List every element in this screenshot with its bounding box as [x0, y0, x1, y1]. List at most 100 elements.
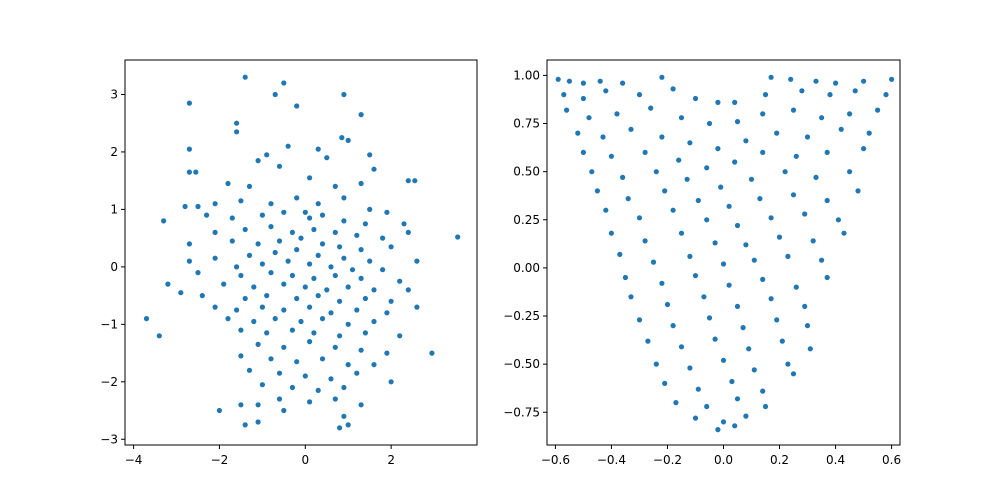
right-y-axis-ticks: −0.75 −0.50 −0.25 0.00 0.25 0.50 0.75 1.00 [503, 68, 547, 419]
left-scatter-point-134 [397, 333, 403, 339]
right-x-tick-label: 0.2 [770, 453, 789, 467]
right-scatter-point-42 [715, 146, 721, 152]
right-scatter-point-114 [706, 315, 713, 321]
left-scatter-point-111 [212, 304, 218, 310]
left-scatter-point-39 [161, 218, 167, 224]
left-scatter-point-58 [354, 232, 360, 238]
right-scatter-point-15 [636, 92, 643, 98]
right-y-tick-label: −0.25 [503, 309, 540, 323]
left-scatter-point-96 [281, 281, 287, 287]
right-scatter-point-127 [751, 367, 757, 373]
left-scatter-point-80 [285, 258, 291, 264]
left-scatter-point-159 [276, 396, 283, 402]
right-scatter-point-130 [695, 386, 701, 392]
left-scatter-point-77 [186, 258, 192, 264]
right-scatter-point-117 [804, 323, 811, 329]
right-scatter-point-27 [614, 111, 620, 117]
left-scatter-point-73 [315, 252, 321, 258]
right-scatter-point-60 [653, 169, 659, 175]
left-scatter-point-18 [193, 169, 199, 175]
right-scatter-point-116 [774, 317, 780, 323]
left-scatter-point-16 [255, 158, 261, 164]
right-scatter-point-39 [628, 126, 634, 132]
left-scatter-point-13 [285, 143, 291, 149]
left-scatter-point-25 [246, 183, 253, 189]
left-scatter-point-100 [371, 287, 377, 293]
left-scatter-point-126 [371, 318, 377, 325]
left-scatter-point-117 [354, 307, 360, 313]
left-scatter-point-124 [319, 316, 326, 322]
left-scatter-point-166 [255, 402, 261, 408]
left-scatter-point-114 [281, 307, 287, 313]
left-scatter-point-102 [199, 293, 205, 299]
right-plot-frame [546, 59, 901, 446]
right-scatter-point-67 [594, 188, 601, 194]
right-scatter-point-17 [692, 95, 699, 102]
left-scatter-point-68 [388, 244, 394, 250]
right-x-tick-label: 0.6 [882, 453, 901, 467]
left-scatter-point-32 [238, 198, 244, 204]
left-scatter-point-6 [358, 112, 364, 118]
left-scatter-point-167 [341, 413, 347, 419]
right-scatter-point-125 [687, 365, 693, 371]
left-scatter-point-41 [229, 215, 235, 221]
right-scatter-point-35 [847, 111, 853, 117]
left-scatter-point-40 [204, 212, 210, 218]
left-scatter-point-14 [315, 146, 321, 152]
left-scatter-point-155 [259, 382, 265, 388]
left-scatter-point-125 [345, 321, 351, 327]
left-scatter-point-131 [311, 330, 317, 336]
left-x-tick-label: 0 [301, 453, 309, 467]
right-scatter-point-118 [645, 338, 651, 344]
left-scatter-point-28 [358, 180, 364, 187]
right-scatter-point-99 [622, 274, 629, 281]
left-scatter-point-115 [307, 304, 313, 310]
left-scatter-point-65 [319, 241, 326, 247]
right-scatter-point-57 [861, 146, 867, 152]
left-scatter-point-7 [234, 120, 240, 126]
left-scatter-point-82 [328, 264, 334, 270]
right-scatter-point-2 [580, 80, 587, 86]
left-scatter-point-127 [143, 316, 150, 322]
left-scatter-point-119 [414, 304, 420, 310]
left-scatter-point-165 [238, 402, 244, 408]
right-scatter-point-139 [720, 419, 727, 425]
right-scatter-point-108 [701, 294, 707, 300]
right-scatter-point-79 [704, 217, 710, 223]
right-scatter-point-32 [760, 111, 766, 117]
right-scatter-point-28 [648, 105, 654, 111]
left-y-tick-label: −2 [100, 375, 118, 389]
left-scatter-point-113 [259, 304, 265, 310]
right-scatter-point-115 [740, 325, 746, 331]
left-scatter-point-69 [212, 255, 218, 261]
left-scatter-point-139 [332, 344, 338, 350]
right-scatter-point-98 [819, 257, 825, 263]
left-scatter-point-22 [405, 178, 411, 184]
right-scatter-point-22 [827, 92, 833, 98]
left-scatter-point-168 [242, 422, 248, 428]
left-scatter-point-93 [165, 281, 171, 287]
left-scatter-point-33 [268, 201, 274, 207]
right-scatter-point-94 [687, 253, 693, 259]
left-scatter-point-156 [289, 384, 295, 391]
left-scatter-point-90 [332, 272, 338, 279]
left-scatter-points [143, 74, 461, 431]
right-scatter-point-109 [734, 303, 741, 309]
right-scatter-point-138 [692, 415, 699, 421]
right-scatter-point-30 [706, 120, 713, 127]
left-scatter-point-104 [264, 293, 270, 299]
left-scatter-point-151 [302, 373, 308, 379]
left-scatter-point-42 [259, 212, 265, 218]
right-scatter-point-140 [743, 413, 749, 419]
right-scatter-point-74 [824, 197, 830, 204]
right-scatter-point-78 [670, 207, 676, 213]
left-y-tick-label: −3 [100, 432, 118, 446]
right-x-tick-label: −0.6 [541, 453, 570, 467]
right-scatter-point-128 [785, 361, 791, 367]
right-y-tick-label: −0.75 [503, 405, 540, 419]
right-scatter-point-112 [636, 317, 643, 323]
left-scatter-point-98 [324, 287, 330, 293]
right-scatter-point-0 [555, 76, 561, 82]
left-scatter-point-54 [268, 224, 274, 230]
left-scatter-point-142 [238, 353, 244, 359]
